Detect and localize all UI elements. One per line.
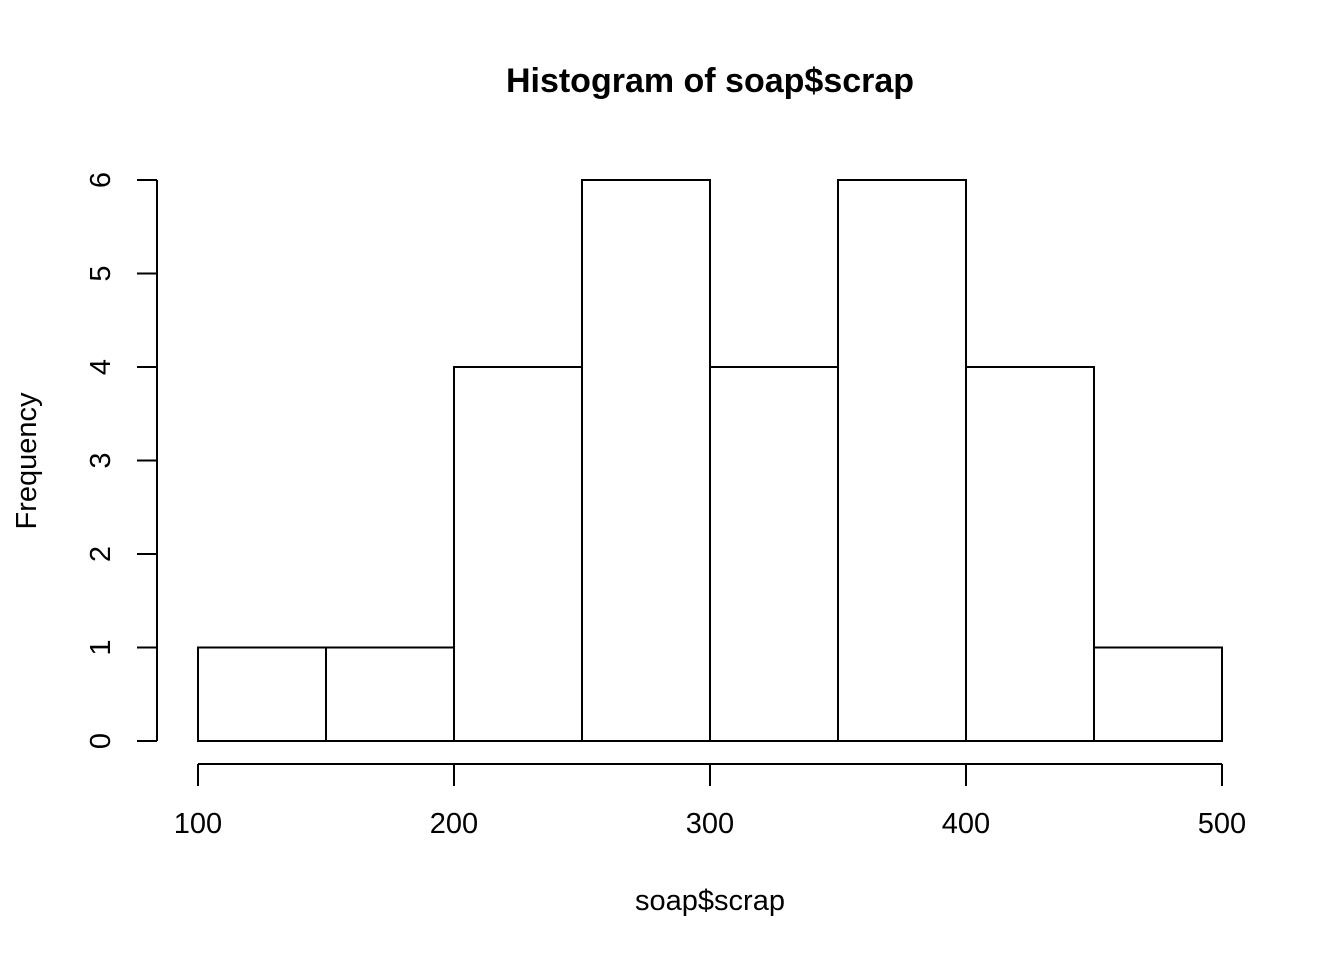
y-tick-label-1: 1 <box>85 639 117 655</box>
x-axis: 100 200 300 400 500 <box>174 763 1246 840</box>
y-axis: 0 1 2 3 4 5 6 <box>85 172 158 749</box>
bars-group <box>197 179 1223 742</box>
y-tick-label-2: 2 <box>85 546 117 562</box>
y-tick-label-3: 3 <box>85 452 117 468</box>
histogram-bar-1 <box>197 646 327 742</box>
y-axis-label: Frequency <box>11 392 43 530</box>
y-tick-label-4: 4 <box>85 359 117 375</box>
y-tick-label-0: 0 <box>85 733 117 749</box>
histogram-bar-3 <box>453 366 583 742</box>
histogram-bar-5 <box>709 366 839 742</box>
y-tick-label-5: 5 <box>85 265 117 281</box>
histogram-bar-4 <box>581 179 711 742</box>
x-tick-label-400: 400 <box>942 808 990 840</box>
histogram-bar-8 <box>1093 646 1223 742</box>
x-tick-label-100: 100 <box>174 808 222 840</box>
chart-title: Histogram of soap$scrap <box>506 62 914 100</box>
histogram-bar-2 <box>325 646 455 742</box>
x-tick-label-300: 300 <box>686 808 734 840</box>
histogram-bar-7 <box>965 366 1095 742</box>
x-axis-label: soap$scrap <box>635 885 785 917</box>
histogram-bar-6 <box>837 179 967 742</box>
y-tick-label-6: 6 <box>85 172 117 188</box>
x-tick-label-500: 500 <box>1198 808 1246 840</box>
x-tick-label-200: 200 <box>430 808 478 840</box>
